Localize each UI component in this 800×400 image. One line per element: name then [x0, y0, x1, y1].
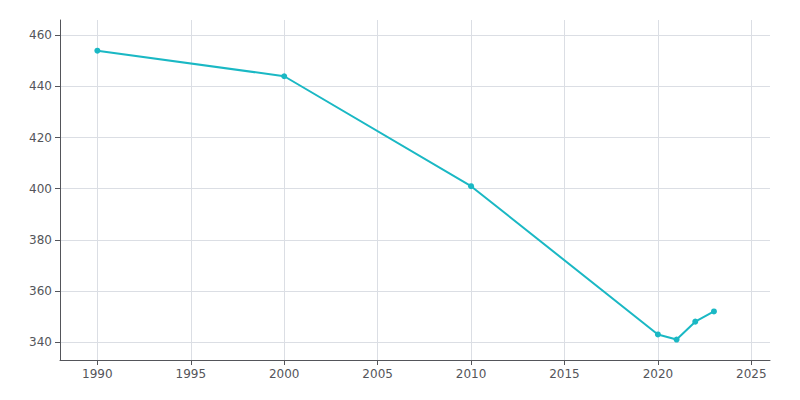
svg-text:2020: 2020: [643, 367, 674, 381]
svg-text:1990: 1990: [82, 367, 113, 381]
svg-text:2005: 2005: [362, 367, 393, 381]
svg-text:360: 360: [29, 284, 52, 298]
svg-text:1995: 1995: [176, 367, 207, 381]
svg-text:460: 460: [29, 28, 52, 42]
svg-text:420: 420: [29, 131, 52, 145]
svg-text:440: 440: [29, 79, 52, 93]
svg-text:2015: 2015: [549, 367, 580, 381]
svg-text:2025: 2025: [736, 367, 767, 381]
svg-text:400: 400: [29, 182, 52, 196]
svg-text:340: 340: [29, 335, 52, 349]
svg-text:380: 380: [29, 233, 52, 247]
svg-text:2000: 2000: [269, 367, 300, 381]
svg-text:2010: 2010: [456, 367, 487, 381]
